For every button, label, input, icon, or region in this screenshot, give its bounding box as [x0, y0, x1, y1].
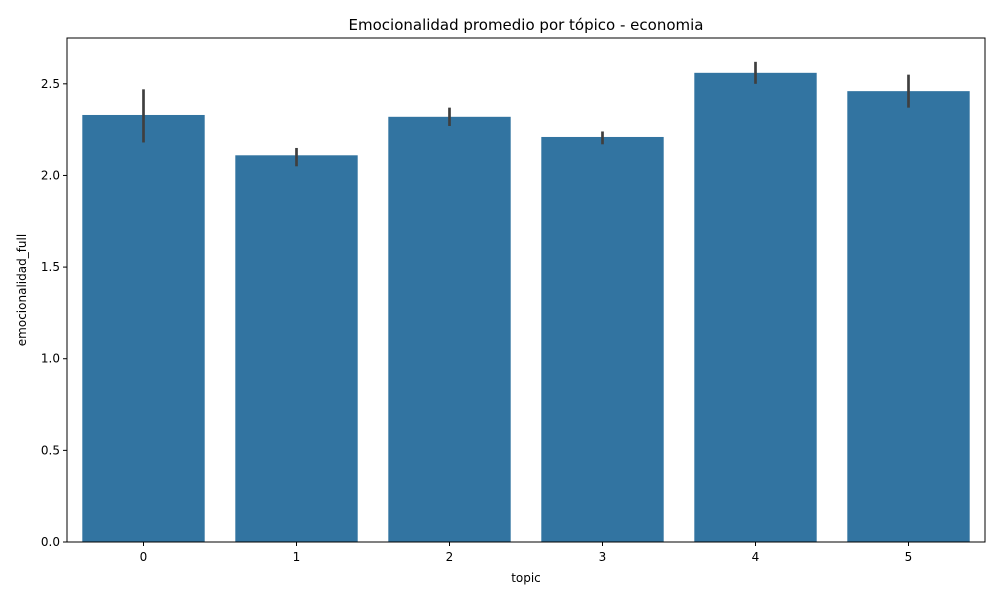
x-tick-label: 5 — [905, 550, 913, 564]
plot-area — [82, 61, 970, 543]
x-axis: 0 1 2 3 4 5 — [140, 542, 913, 564]
y-tick-label: 1.0 — [41, 352, 60, 366]
x-tick-label: 0 — [140, 550, 148, 564]
y-axis-label: emocionalidad_full — [15, 234, 29, 346]
bar-topic-2 — [388, 116, 511, 542]
bar-topic-0 — [82, 114, 205, 542]
y-axis: 0.0 0.5 1.0 1.5 2.0 2.5 — [41, 77, 67, 549]
x-tick-label: 4 — [752, 550, 760, 564]
bar-topic-3 — [541, 136, 664, 542]
y-tick-label: 0.5 — [41, 443, 60, 457]
x-tick-label: 1 — [293, 550, 301, 564]
y-tick-label: 1.5 — [41, 260, 60, 274]
plot-frame — [66, 37, 986, 543]
y-tick-label: 0.0 — [41, 535, 60, 549]
x-tick-label: 3 — [599, 550, 607, 564]
bar-topic-1 — [235, 155, 358, 542]
bar-topic-4 — [694, 72, 817, 543]
x-tick-label: 2 — [446, 550, 454, 564]
bar-topic-5 — [847, 91, 970, 542]
y-tick-label: 2.5 — [41, 77, 60, 91]
y-tick-label: 2.0 — [41, 168, 60, 182]
x-axis-label: topic — [511, 571, 541, 585]
chart-title: Emocionalidad promedio por tópico - econ… — [349, 16, 704, 34]
